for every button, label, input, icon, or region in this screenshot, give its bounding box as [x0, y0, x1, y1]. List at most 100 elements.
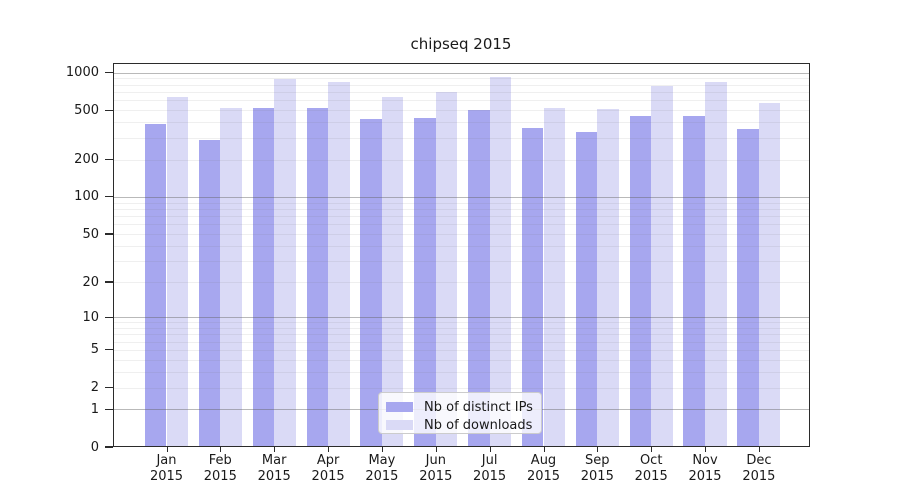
y-tick-mark [105, 281, 113, 283]
gridline-minor [113, 110, 810, 112]
y-tick-label: 1 [90, 401, 99, 417]
chart-title: chipseq 2015 [410, 35, 512, 53]
bar-distinct-ips-jun [414, 117, 436, 447]
bar-distinct-ips-nov [683, 115, 705, 447]
y-tick-mark [105, 446, 113, 448]
legend-swatch-downloads [386, 420, 413, 430]
gridline-minor [113, 260, 810, 262]
x-tick-label: Apr 2015 [311, 453, 345, 484]
gridline-major [113, 196, 810, 198]
x-tick-label: Jan 2015 [149, 453, 184, 484]
bar-downloads-jan [166, 96, 189, 447]
bar-downloads-may [381, 97, 404, 447]
bar-downloads-nov [705, 81, 727, 447]
bar-distinct-ips-feb [198, 140, 221, 447]
gridline-minor [113, 78, 810, 80]
x-tick-label: Nov 2015 [688, 453, 722, 484]
y-tick-mark [105, 109, 113, 111]
gridline-minor [113, 100, 810, 102]
bar-downloads-aug [543, 107, 566, 447]
gridline-minor [113, 92, 810, 93]
x-tick-mark [597, 447, 599, 452]
y-tick-label: 10 [82, 309, 99, 325]
bar-downloads-feb [220, 107, 242, 447]
bar-distinct-ips-may [360, 119, 382, 447]
x-tick-mark [435, 447, 437, 452]
y-tick-label: 0 [90, 439, 99, 455]
bar-distinct-ips-apr [306, 107, 329, 447]
bar-distinct-ips-jan [144, 123, 167, 447]
gridline-minor [113, 371, 810, 373]
gridline-minor [113, 327, 810, 329]
bar-distinct-ips-dec [737, 129, 759, 447]
bar-downloads-mar [274, 79, 296, 447]
legend: Nb of distinct IPs Nb of downloads [378, 392, 542, 434]
bar-downloads-jun [435, 92, 458, 447]
y-tick-label: 1000 [65, 65, 99, 81]
gridline-major [113, 72, 810, 74]
y-tick-label: 500 [74, 102, 99, 118]
gridline-minor [113, 224, 810, 226]
x-tick-label: Feb 2015 [203, 453, 237, 484]
y-tick-mark [105, 233, 113, 235]
y-tick-label: 50 [82, 226, 99, 242]
y-tick-mark [105, 159, 113, 161]
gridline-major [113, 317, 810, 319]
bar-distinct-ips-sep [575, 131, 598, 447]
x-tick-label: Mar 2015 [257, 453, 291, 484]
gridline-minor [113, 234, 810, 235]
gridline-minor [113, 282, 810, 283]
legend-swatch-distinct-ips [386, 402, 413, 412]
gridline-minor [113, 122, 810, 124]
gridline-minor [113, 334, 810, 336]
y-tick-label: 100 [74, 189, 99, 205]
y-tick-mark [105, 196, 113, 198]
x-tick-mark [328, 447, 330, 452]
x-tick-label: Dec 2015 [742, 453, 776, 484]
x-tick-mark [651, 447, 653, 452]
bar-distinct-ips-mar [252, 107, 275, 447]
x-tick-label: Sep 2015 [580, 453, 614, 484]
x-tick-label: Jun 2015 [419, 453, 453, 484]
y-tick-mark [105, 386, 113, 389]
y-tick-label: 2 [90, 380, 99, 395]
x-tick-mark [489, 447, 491, 452]
y-tick-mark [105, 72, 113, 74]
gridline-minor [113, 322, 810, 324]
bar-downloads-jul [489, 77, 512, 447]
gridline-minor [113, 341, 810, 343]
x-tick-mark [381, 447, 384, 452]
bar-downloads-dec [758, 103, 781, 447]
gridline-minor [113, 359, 810, 361]
x-tick-mark [543, 447, 545, 452]
x-tick-mark [166, 447, 168, 452]
x-tick-mark [220, 447, 222, 452]
x-tick-mark [758, 447, 761, 452]
y-tick-label: 20 [82, 274, 99, 290]
legend-label-downloads: Nb of downloads [424, 417, 533, 433]
bar-distinct-ips-oct [629, 115, 652, 447]
gridline-minor [113, 216, 810, 217]
plot-area [113, 63, 810, 447]
x-tick-label: Jul 2015 [473, 453, 507, 484]
gridline-minor [113, 245, 810, 247]
bar-downloads-oct [651, 85, 673, 447]
gridline-minor [113, 84, 810, 86]
x-tick-label: May 2015 [365, 453, 399, 484]
y-tick-mark [105, 316, 113, 318]
gridline-minor [113, 387, 810, 389]
x-tick-label: Aug 2015 [526, 453, 561, 484]
gridline-minor [113, 137, 810, 139]
bar-distinct-ips-aug [521, 128, 544, 447]
bar-downloads-apr [328, 81, 350, 447]
gridline-minor [113, 202, 810, 204]
gridline-minor [113, 349, 810, 351]
gridline-minor [113, 159, 810, 161]
legend-item-distinct-ips: Nb of distinct IPs [386, 398, 541, 416]
y-tick-label: 5 [90, 342, 99, 358]
legend-item-downloads: Nb of downloads [386, 416, 541, 434]
y-tick-mark [105, 408, 113, 410]
bar-downloads-sep [597, 109, 619, 447]
bar-distinct-ips-jul [468, 110, 490, 447]
